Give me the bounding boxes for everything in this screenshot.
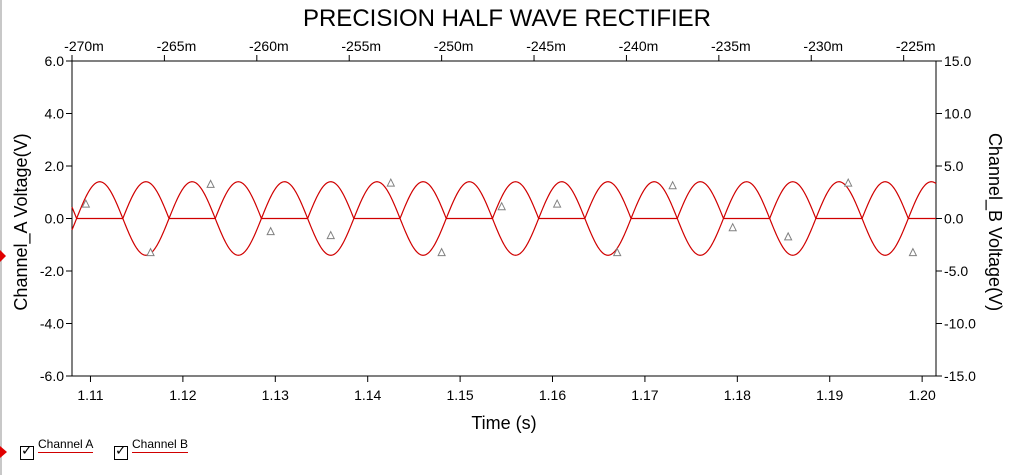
y-right-tick-label: -5.0 (944, 263, 968, 279)
x-tick-label: 1.12 (169, 387, 196, 403)
x-tick-label: 1.11 (77, 387, 103, 403)
x-tick-label: 1.16 (539, 387, 566, 403)
x2-tick-label: -255m (341, 38, 381, 54)
x2-tick-label: -260m (249, 38, 289, 54)
right-y-axis-label: Channel_B Voltage(V) (984, 133, 1005, 311)
data-point-marker (326, 230, 336, 240)
legend-label-channel-a: Channel A (38, 437, 94, 453)
x2-tick-label: -245m (526, 38, 566, 54)
x2-tick-label: -250m (434, 38, 474, 54)
x-tick-label: 1.14 (354, 387, 381, 403)
legend-arrow-icon (0, 446, 7, 458)
series-channel-b-line (71, 181, 936, 220)
series-channel-a-line (71, 181, 937, 256)
data-point-marker (612, 247, 622, 257)
top-x-axis: -270m -265m -260m -255m -250m -245m -240m -235m… (64, 38, 936, 61)
y-left-tick-label: 0.0 (45, 211, 65, 227)
left-y-axis-label: Channel_A Voltage(V) (11, 133, 32, 310)
x2-tick-label: -235m (711, 38, 751, 54)
data-point-marker (81, 198, 91, 208)
data-point-marker (497, 201, 506, 211)
x-axis-label: Time (s) (471, 413, 536, 433)
x2-tick-label: -225m (896, 38, 936, 54)
y-right-tick-label: -15.0 (944, 368, 976, 384)
x-tick-label: 1.18 (724, 387, 751, 403)
data-point-marker (783, 231, 793, 241)
data-point-marker (386, 177, 396, 187)
channel-a-checkbox[interactable] (20, 443, 34, 460)
y-left-tick-label: -6.0 (40, 368, 64, 384)
bottom-x-axis: 1.11 1.12 1.13 1.14 1.15 1.16 1.17 1.18 1.19 1.20 (77, 376, 936, 403)
right-y-axis: 15.0 10.0 5.0 0.0 -5.0 -10.0 -15.0 (936, 53, 976, 384)
y-right-tick-label: 0.0 (944, 211, 964, 227)
x2-tick-label: -270m (64, 38, 104, 54)
x-tick-label: 1.15 (446, 387, 473, 403)
data-point-marker (266, 226, 275, 236)
x-tick-label: 1.19 (816, 387, 843, 403)
x2-tick-label: -230m (803, 38, 843, 54)
plot-area[interactable] (71, 60, 937, 377)
data-point-marker (552, 198, 562, 208)
left-y-axis: 6.0 4.0 2.0 0.0 -2.0 -4.0 -6.0 (40, 53, 72, 384)
x-tick-label: 1.17 (631, 387, 658, 403)
data-point-marker (437, 247, 446, 257)
data-point-marker (668, 180, 677, 190)
x-tick-label: 1.13 (262, 387, 289, 403)
data-point-marker (843, 177, 853, 187)
y-left-tick-label: 6.0 (45, 53, 65, 69)
x2-tick-label: -265m (157, 38, 197, 54)
marker-layer (81, 177, 918, 257)
series-layer (71, 181, 937, 256)
cursor-indicator-icon[interactable] (0, 250, 6, 262)
legend-item-channel-a[interactable]: Channel A (20, 437, 94, 465)
data-point-marker (206, 179, 215, 188)
x2-tick-label: -240m (619, 38, 659, 54)
y-left-tick-label: 4.0 (45, 106, 65, 122)
y-left-tick-label: 2.0 (45, 158, 65, 174)
chart-title: PRECISION HALF WAVE RECTIFIER (303, 5, 711, 32)
channel-b-checkbox[interactable] (114, 443, 128, 460)
y-right-tick-label: 10.0 (944, 106, 971, 122)
data-point-marker (146, 247, 155, 257)
y-left-tick-label: -2.0 (40, 263, 64, 279)
x-tick-label: 1.20 (909, 387, 936, 403)
data-point-marker (728, 222, 738, 232)
y-right-tick-label: -10.0 (944, 316, 976, 332)
legend-item-channel-b[interactable]: Channel B (114, 437, 189, 465)
data-point-marker (908, 247, 918, 257)
y-right-tick-label: 15.0 (944, 53, 971, 69)
y-left-tick-label: -4.0 (40, 316, 64, 332)
legend-label-channel-b: Channel B (132, 437, 189, 453)
y-right-tick-label: 5.0 (944, 158, 964, 174)
